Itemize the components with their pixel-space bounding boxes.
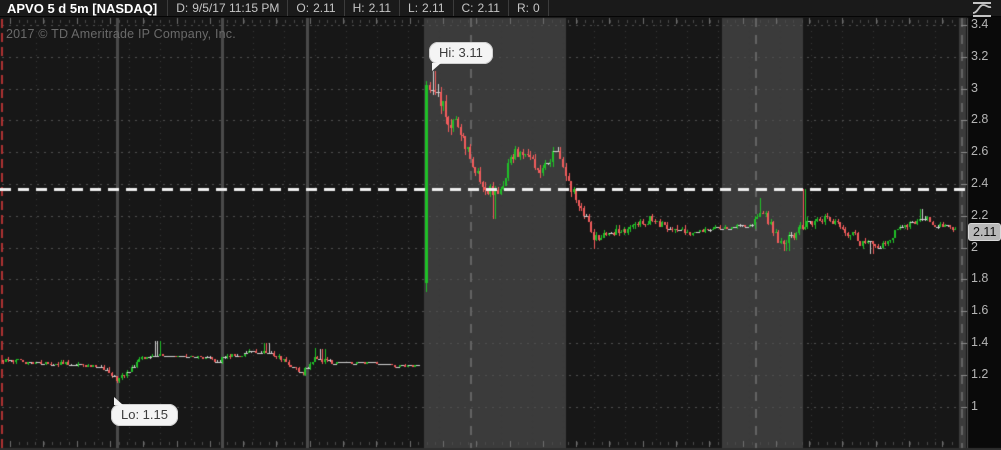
ohlc-field-high: H: 2.11 <box>343 0 399 16</box>
y-axis-label: 2.6 <box>971 144 989 159</box>
y-axis-label: 1 <box>971 398 978 413</box>
y-axis-label: 2 <box>971 239 978 254</box>
y-axis-label: 3.2 <box>971 48 989 63</box>
y-axis-label: 3 <box>971 80 978 95</box>
chart-header: APVO 5 d 5m [NASDAQ] D: 9/5/17 11:15 PM … <box>0 0 1001 17</box>
y-axis-label: 2.2 <box>971 207 989 222</box>
y-axis-label: 1.6 <box>971 303 989 318</box>
y-axis-label: 2.8 <box>971 112 989 127</box>
y-axis-label: 1.4 <box>971 335 989 349</box>
ohlc-field-low: L: 2.11 <box>399 0 452 16</box>
low-marker-bubble: Lo: 1.15 <box>111 396 178 426</box>
chart-style-curve-icon[interactable] <box>970 1 994 17</box>
y-axis-label: 1.8 <box>971 271 989 286</box>
ohlc-field-close: C: 2.11 <box>452 0 508 16</box>
last-price-badge: 2.11 <box>968 223 1001 242</box>
ohlc-field-date: D: 9/5/17 11:15 PM <box>167 0 287 16</box>
symbol-title: APVO 5 d 5m [NASDAQ] <box>7 0 158 16</box>
ohlc-field-open: O: 2.11 <box>287 0 343 16</box>
copyright-watermark: 2017 © TD Ameritrade IP Company, Inc. <box>6 27 236 41</box>
y-axis-label: 3.4 <box>971 17 989 31</box>
y-axis-label: 2.4 <box>971 176 989 190</box>
y-axis-label: 1.2 <box>971 366 989 381</box>
ohlc-field-range: R: 0 <box>507 0 549 16</box>
high-marker-bubble: Hi: 3.11 <box>429 42 493 72</box>
